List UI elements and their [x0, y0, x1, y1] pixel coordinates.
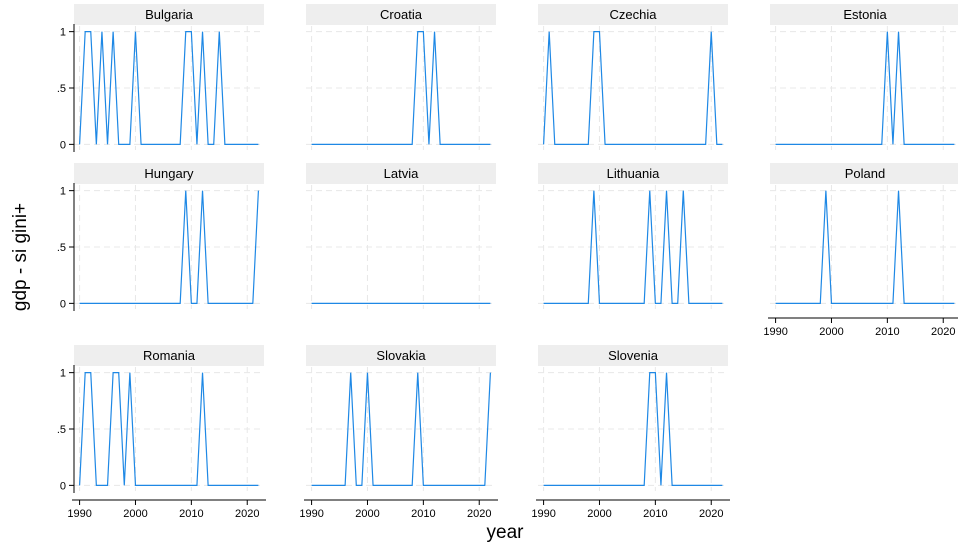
y-tick-label: .5 — [57, 83, 66, 95]
panels-layer: Bulgaria 0 .5 1 Croatia Czechia Estonia Hungary… — [57, 4, 958, 520]
x-tick-label: 1990 — [763, 326, 787, 338]
x-tick-label: 1990 — [67, 508, 91, 520]
series-line-bulgaria — [78, 31, 259, 145]
x-tick-label: 2010 — [643, 508, 667, 520]
panel-title-croatia: Croatia — [380, 7, 423, 22]
panel-strip-slovenia — [538, 345, 728, 366]
panel-strip-estonia — [770, 4, 958, 25]
y-tick-label: 1 — [60, 27, 66, 39]
panel-title-poland: Poland — [845, 166, 885, 181]
panel-czechia: Czechia — [538, 4, 728, 150]
y-tick-label: 1 — [60, 186, 66, 198]
series-line-estonia — [775, 31, 955, 145]
x-tick-label: 2010 — [179, 508, 203, 520]
series-line-romania — [78, 372, 259, 486]
x-tick-label: 2020 — [931, 326, 955, 338]
panel-poland: Poland 1990 2000 2010 2020 — [763, 163, 958, 338]
x-tick-label: 1990 — [299, 508, 323, 520]
panel-title-czechia: Czechia — [610, 7, 658, 22]
x-tick-label: 2020 — [699, 508, 723, 520]
series-line-czechia — [542, 31, 723, 145]
x-tick-label: 2000 — [355, 508, 379, 520]
panel-strip-lithuania — [538, 163, 728, 184]
series-line-hungary — [79, 190, 260, 304]
panel-strip-bulgaria — [74, 4, 264, 25]
panel-strip-poland — [770, 163, 958, 184]
panel-slovakia: Slovakia 1990 2000 2010 2020 — [299, 345, 498, 520]
series-line-poland — [775, 190, 955, 304]
panel-title-romania: Romania — [143, 348, 196, 363]
x-tick-label: 2000 — [123, 508, 147, 520]
y-tick-label: 1 — [60, 368, 66, 380]
series-line-lithuania — [543, 190, 723, 304]
panel-strip-czechia — [538, 4, 728, 25]
series-line-slovakia — [311, 372, 492, 486]
panel-strip-latvia — [306, 163, 496, 184]
panel-latvia: Latvia — [306, 163, 496, 309]
panel-bulgaria: Bulgaria 0 .5 1 — [57, 4, 264, 152]
panel-title-slovenia: Slovenia — [608, 348, 659, 363]
panel-estonia: Estonia — [770, 4, 958, 150]
panel-croatia: Croatia — [306, 4, 496, 150]
panel-lithuania: Lithuania — [538, 163, 728, 309]
panel-romania: Romania 0 .5 1 1990 2000 2010 2020 — [57, 345, 266, 520]
panel-strip-slovakia — [306, 345, 496, 366]
x-tick-label: 2020 — [235, 508, 259, 520]
y-tick-label: 0 — [60, 298, 66, 310]
panel-strip-romania — [74, 345, 264, 366]
panel-title-latvia: Latvia — [384, 166, 419, 181]
y-tick-label: .5 — [57, 242, 66, 254]
panel-strip-croatia — [306, 4, 496, 25]
y-tick-label: 0 — [60, 139, 66, 151]
x-tick-label: 2020 — [467, 508, 491, 520]
panel-title-bulgaria: Bulgaria — [145, 7, 193, 22]
x-tick-label: 2010 — [411, 508, 435, 520]
y-tick-label: .5 — [57, 424, 66, 436]
y-axis-title: gdp - si gini+ — [10, 203, 31, 311]
panel-title-slovakia: Slovakia — [376, 348, 426, 363]
x-tick-label: 1990 — [531, 508, 555, 520]
y-tick-label: 0 — [60, 480, 66, 492]
panel-slovenia: Slovenia 1990 2000 2010 2020 — [531, 345, 730, 520]
series-line-croatia — [311, 31, 491, 145]
series-line-slovenia — [543, 372, 723, 486]
panel-title-lithuania: Lithuania — [607, 166, 661, 181]
panel-strip-hungary — [74, 163, 264, 184]
panel-title-estonia: Estonia — [843, 7, 887, 22]
x-tick-label: 2000 — [819, 326, 843, 338]
panel-hungary: Hungary 0 .5 1 — [57, 163, 264, 311]
x-tick-label: 2010 — [875, 326, 899, 338]
x-tick-label: 2000 — [587, 508, 611, 520]
x-axis-title: year — [487, 522, 525, 543]
panel-title-hungary: Hungary — [144, 166, 194, 181]
